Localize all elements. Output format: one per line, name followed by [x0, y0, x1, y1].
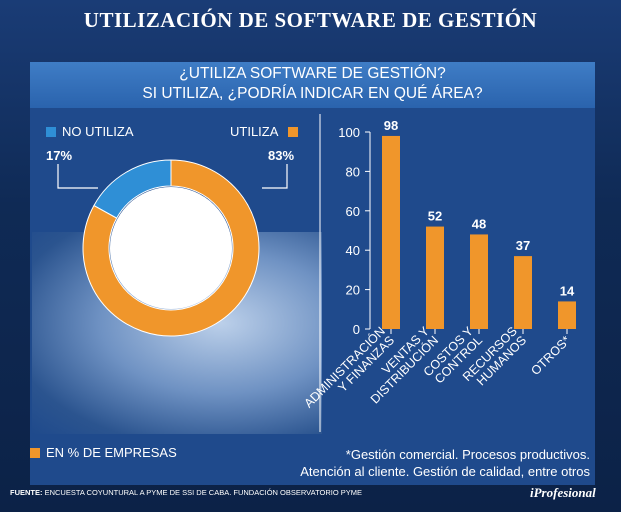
bar — [426, 226, 444, 329]
bar — [382, 135, 400, 329]
source-label: FUENTE: — [10, 488, 43, 497]
y-tick-label: 40 — [346, 243, 360, 258]
legend-swatch-unit — [30, 448, 40, 458]
unit-legend-label: EN % DE EMPRESAS — [46, 445, 177, 460]
y-tick-label: 0 — [353, 322, 360, 337]
question-line-2: SI UTILIZA, ¿PODRÍA INDICAR EN QUÉ ÁREA? — [142, 85, 483, 102]
question-text: ¿UTILIZA SOFTWARE DE GESTIÓN? SI UTILIZA… — [30, 64, 595, 104]
y-tick-label: 60 — [346, 204, 360, 219]
bar-value-label: 14 — [560, 283, 575, 298]
bar-value-label: 48 — [472, 216, 486, 231]
y-tick-label: 20 — [346, 283, 360, 298]
leader-line-utiliza — [262, 164, 288, 189]
donut-hole — [110, 187, 232, 309]
legend-swatch-no-utiliza — [46, 127, 56, 137]
pct-label-utiliza: 83% — [268, 148, 295, 163]
legend-label-utiliza: UTILIZA — [230, 124, 279, 139]
source-text: ENCUESTA COYUNTURAL A PYME DE SSI DE CAB… — [44, 488, 363, 497]
bar — [514, 256, 532, 329]
y-tick-label: 80 — [346, 164, 360, 179]
x-category-label-line: OTROS* — [528, 333, 573, 378]
donut-slice-utiliza — [82, 159, 260, 337]
source-footer: FUENTE: ENCUESTA COYUNTURAL A PYME DE SS… — [10, 488, 362, 497]
page-title: UTILIZACIÓN DE SOFTWARE DE GESTIÓN — [83, 8, 538, 32]
y-tick-label: 100 — [338, 125, 360, 140]
question-line-1: ¿UTILIZA SOFTWARE DE GESTIÓN? — [179, 65, 446, 82]
footnote-line-1: *Gestión comercial. Procesos productivos… — [345, 447, 590, 462]
pct-label-no-utiliza: 17% — [46, 148, 73, 163]
footnote-line-2: Atención al cliente. Gestión de calidad,… — [300, 464, 590, 479]
bar-value-label: 52 — [428, 209, 442, 224]
bar-value-label: 98 — [384, 118, 398, 133]
bar-value-label: 37 — [516, 238, 530, 253]
footnote-otros: *Gestión comercial. Procesos productivos… — [300, 446, 590, 480]
question-band — [30, 62, 595, 108]
brand-logo: iProfesional — [530, 485, 596, 500]
x-category-label: OTROS* — [528, 333, 573, 378]
legend-swatch-utiliza — [288, 127, 298, 137]
leader-line-no-utiliza — [57, 164, 98, 189]
bar — [558, 301, 576, 329]
bar — [470, 234, 488, 329]
legend-label-no-utiliza: NO UTILIZA — [62, 124, 134, 139]
